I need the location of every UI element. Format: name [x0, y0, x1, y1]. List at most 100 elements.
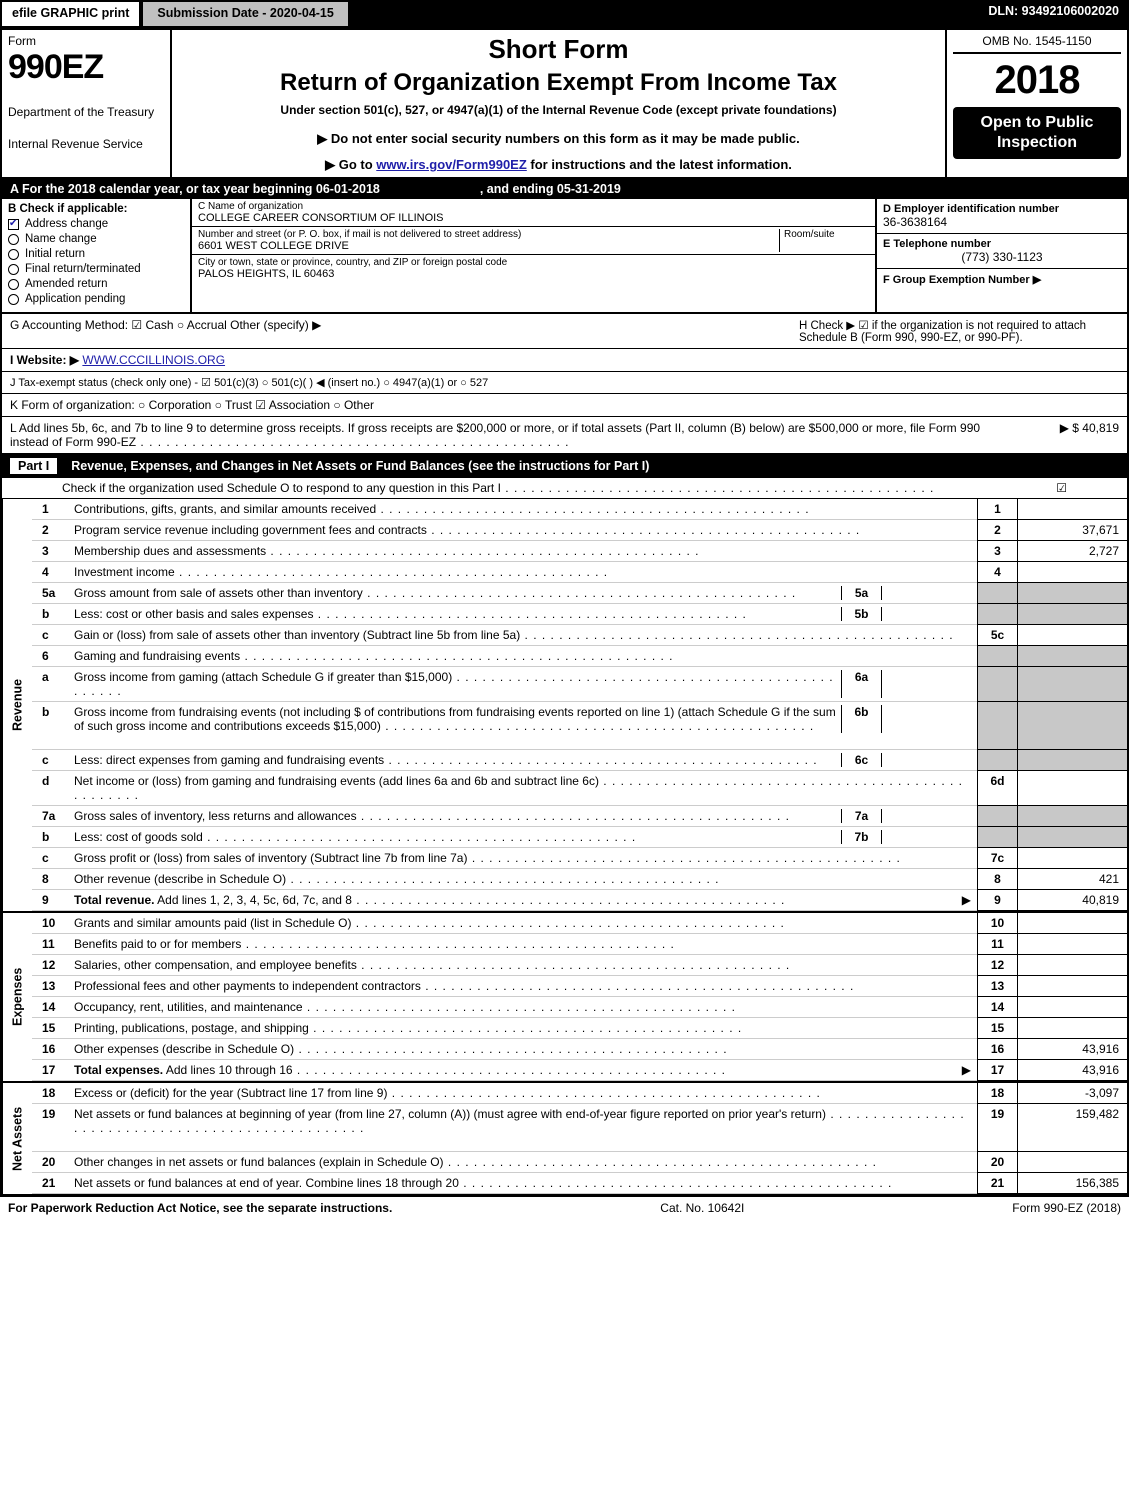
line-amount: [1017, 604, 1127, 625]
line-ref-number: 1: [977, 499, 1017, 520]
irs-link[interactable]: www.irs.gov/Form990EZ: [376, 157, 527, 172]
form-title-block: Short Form Return of Organization Exempt…: [172, 30, 947, 177]
checkbox-initial-return[interactable]: Initial return: [8, 248, 184, 260]
sub-line-value: [881, 586, 971, 600]
submission-date-label: Submission Date - 2020-04-15: [141, 0, 349, 28]
checkbox-address-change[interactable]: Address change: [8, 218, 184, 230]
line-description: Gross income from fundraising events (no…: [68, 702, 977, 750]
checkbox-icon: [8, 294, 19, 305]
line-description: Gross sales of inventory, less returns a…: [68, 806, 977, 827]
line-description: Net assets or fund balances at end of ye…: [68, 1173, 977, 1194]
goto-post: for instructions and the latest informat…: [527, 157, 792, 172]
website-link[interactable]: WWW.CCCILLINOIS.ORG: [82, 353, 225, 367]
sub-line-ref: 6c: [841, 753, 881, 767]
section-d-ein: D Employer identification number 36-3638…: [877, 199, 1127, 234]
short-form-title: Short Form: [178, 34, 939, 65]
dln-label: DLN: 93492106002020: [978, 0, 1129, 28]
checkbox-label: Final return/terminated: [25, 263, 141, 275]
line-number: 10: [32, 913, 68, 934]
line-number: 19: [32, 1104, 68, 1152]
line-number: 2: [32, 520, 68, 541]
org-name-row: C Name of organization COLLEGE CAREER CO…: [192, 199, 875, 227]
sub-line-ref: 6b: [841, 705, 881, 733]
line-ref-number: [977, 750, 1017, 771]
checkbox-icon: [8, 279, 19, 290]
line-ref-number: [977, 604, 1017, 625]
line-description: Occupancy, rent, utilities, and maintena…: [68, 997, 977, 1018]
street-label: Number and street (or P. O. box, if mail…: [198, 229, 779, 240]
line-description: Net income or (loss) from gaming and fun…: [68, 771, 977, 806]
arrow-icon: ▶: [962, 1063, 971, 1077]
checkbox-application-pending[interactable]: Application pending: [8, 293, 184, 305]
line-ref-number: [977, 702, 1017, 750]
line-amount: [1017, 955, 1127, 976]
checkbox-final-return-terminated[interactable]: Final return/terminated: [8, 263, 184, 275]
line-ref-number: 15: [977, 1018, 1017, 1039]
line-amount: 421: [1017, 869, 1127, 890]
omb-number: OMB No. 1545-1150: [953, 34, 1121, 54]
line-number: 21: [32, 1173, 68, 1194]
line-description: Other expenses (describe in Schedule O): [68, 1039, 977, 1060]
sub-line-value: [881, 607, 971, 621]
line-description: Contributions, gifts, grants, and simila…: [68, 499, 977, 520]
line-number: 20: [32, 1152, 68, 1173]
top-bar: efile GRAPHIC print Submission Date - 20…: [0, 0, 1129, 28]
header-right: OMB No. 1545-1150 2018 Open to Public In…: [947, 30, 1127, 177]
footer-cat-no: Cat. No. 10642I: [392, 1201, 1012, 1215]
checkbox-label: Amended return: [25, 278, 107, 290]
line-amount: [1017, 646, 1127, 667]
line-description: Gross income from gaming (attach Schedul…: [68, 667, 977, 702]
part-i-header: Part I Revenue, Expenses, and Changes in…: [0, 454, 1129, 478]
line-amount: [1017, 499, 1127, 520]
line-description: Less: direct expenses from gaming and fu…: [68, 750, 977, 771]
sub-line-value: [881, 830, 971, 844]
section-b-checkboxes: B Check if applicable: Address changeNam…: [2, 199, 192, 312]
line-ref-number: 7c: [977, 848, 1017, 869]
line-description: Salaries, other compensation, and employ…: [68, 955, 977, 976]
line-number: 9: [32, 890, 68, 911]
line-number: b: [32, 827, 68, 848]
part-i-title: Revenue, Expenses, and Changes in Net As…: [71, 459, 649, 473]
line-number: 18: [32, 1083, 68, 1104]
open-inspection-badge: Open to Public Inspection: [953, 107, 1121, 159]
section-g-h-row: G Accounting Method: ☑ Cash ○ Accrual Ot…: [0, 314, 1129, 349]
org-city-row: City or town, state or province, country…: [192, 255, 875, 282]
section-l-amount: ▶ $ 40,819: [1019, 421, 1119, 449]
period-gap: [390, 182, 470, 196]
line-description: Benefits paid to or for members: [68, 934, 977, 955]
line-ref-number: 20: [977, 1152, 1017, 1173]
line-description: Other changes in net assets or fund bala…: [68, 1152, 977, 1173]
checkbox-name-change[interactable]: Name change: [8, 233, 184, 245]
line-amount: [1017, 997, 1127, 1018]
section-a-period: A For the 2018 calendar year, or tax yea…: [0, 179, 1129, 199]
line-amount: 40,819: [1017, 890, 1127, 911]
line-number: c: [32, 848, 68, 869]
city-label: City or town, state or province, country…: [198, 257, 869, 268]
line-description: Gain or (loss) from sale of assets other…: [68, 625, 977, 646]
checkbox-amended-return[interactable]: Amended return: [8, 278, 184, 290]
line-ref-number: 9: [977, 890, 1017, 911]
line-number: d: [32, 771, 68, 806]
line-amount: [1017, 848, 1127, 869]
line-description: Other revenue (describe in Schedule O): [68, 869, 977, 890]
line-description: Less: cost of goods sold7b: [68, 827, 977, 848]
sub-line-ref: 5b: [841, 607, 881, 621]
line-amount: [1017, 771, 1127, 806]
line-number: 5a: [32, 583, 68, 604]
line-amount: [1017, 583, 1127, 604]
line-number: b: [32, 702, 68, 750]
line-amount: -3,097: [1017, 1083, 1127, 1104]
line-ref-number: 19: [977, 1104, 1017, 1152]
line-number: 8: [32, 869, 68, 890]
line-ref-number: [977, 583, 1017, 604]
efile-print-button[interactable]: efile GRAPHIC print: [0, 0, 141, 28]
part-i-sub-text: Check if the organization used Schedule …: [62, 481, 1056, 495]
form-word: Form: [8, 34, 164, 48]
line-ref-number: [977, 646, 1017, 667]
sub-line-value: [881, 753, 971, 767]
line-description: Total revenue. Add lines 1, 2, 3, 4, 5c,…: [68, 890, 977, 911]
line-number: a: [32, 667, 68, 702]
street-value: 6601 WEST COLLEGE DRIVE: [198, 240, 779, 252]
org-name-label: C Name of organization: [198, 201, 869, 212]
ein-value: 36-3638164: [883, 215, 1121, 229]
